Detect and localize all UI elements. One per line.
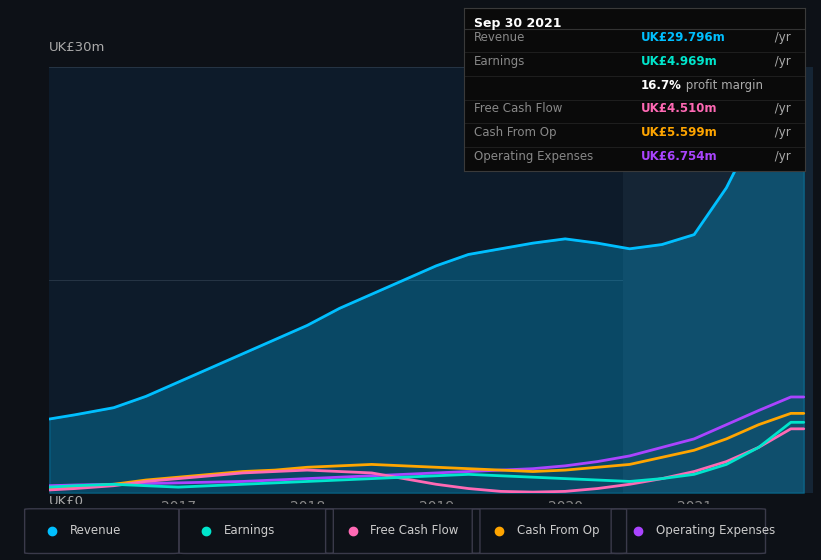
Text: UK£5.599m: UK£5.599m [641,126,718,139]
Text: Earnings: Earnings [224,524,275,537]
Text: 16.7%: 16.7% [641,78,682,92]
Text: UK£4.969m: UK£4.969m [641,55,718,68]
Text: /yr: /yr [770,150,791,162]
Text: /yr: /yr [770,55,791,68]
Text: Revenue: Revenue [70,524,121,537]
Text: UK£6.754m: UK£6.754m [641,150,718,162]
Text: /yr: /yr [770,102,791,115]
Text: Sep 30 2021: Sep 30 2021 [474,17,562,30]
Text: /yr: /yr [770,126,791,139]
Text: Operating Expenses: Operating Expenses [474,150,594,162]
Text: UK£4.510m: UK£4.510m [641,102,718,115]
Text: UK£0: UK£0 [49,495,85,508]
Text: Free Cash Flow: Free Cash Flow [474,102,562,115]
Text: Cash From Op: Cash From Op [474,126,557,139]
Text: Cash From Op: Cash From Op [517,524,599,537]
Text: /yr: /yr [770,31,791,44]
Text: UK£30m: UK£30m [49,41,106,54]
Text: profit margin: profit margin [682,78,763,92]
Text: Operating Expenses: Operating Expenses [656,524,775,537]
Bar [623,67,813,493]
Text: UK£29.796m: UK£29.796m [641,31,726,44]
Text: Earnings: Earnings [474,55,525,68]
Text: Free Cash Flow: Free Cash Flow [370,524,459,537]
Text: Revenue: Revenue [474,31,525,44]
